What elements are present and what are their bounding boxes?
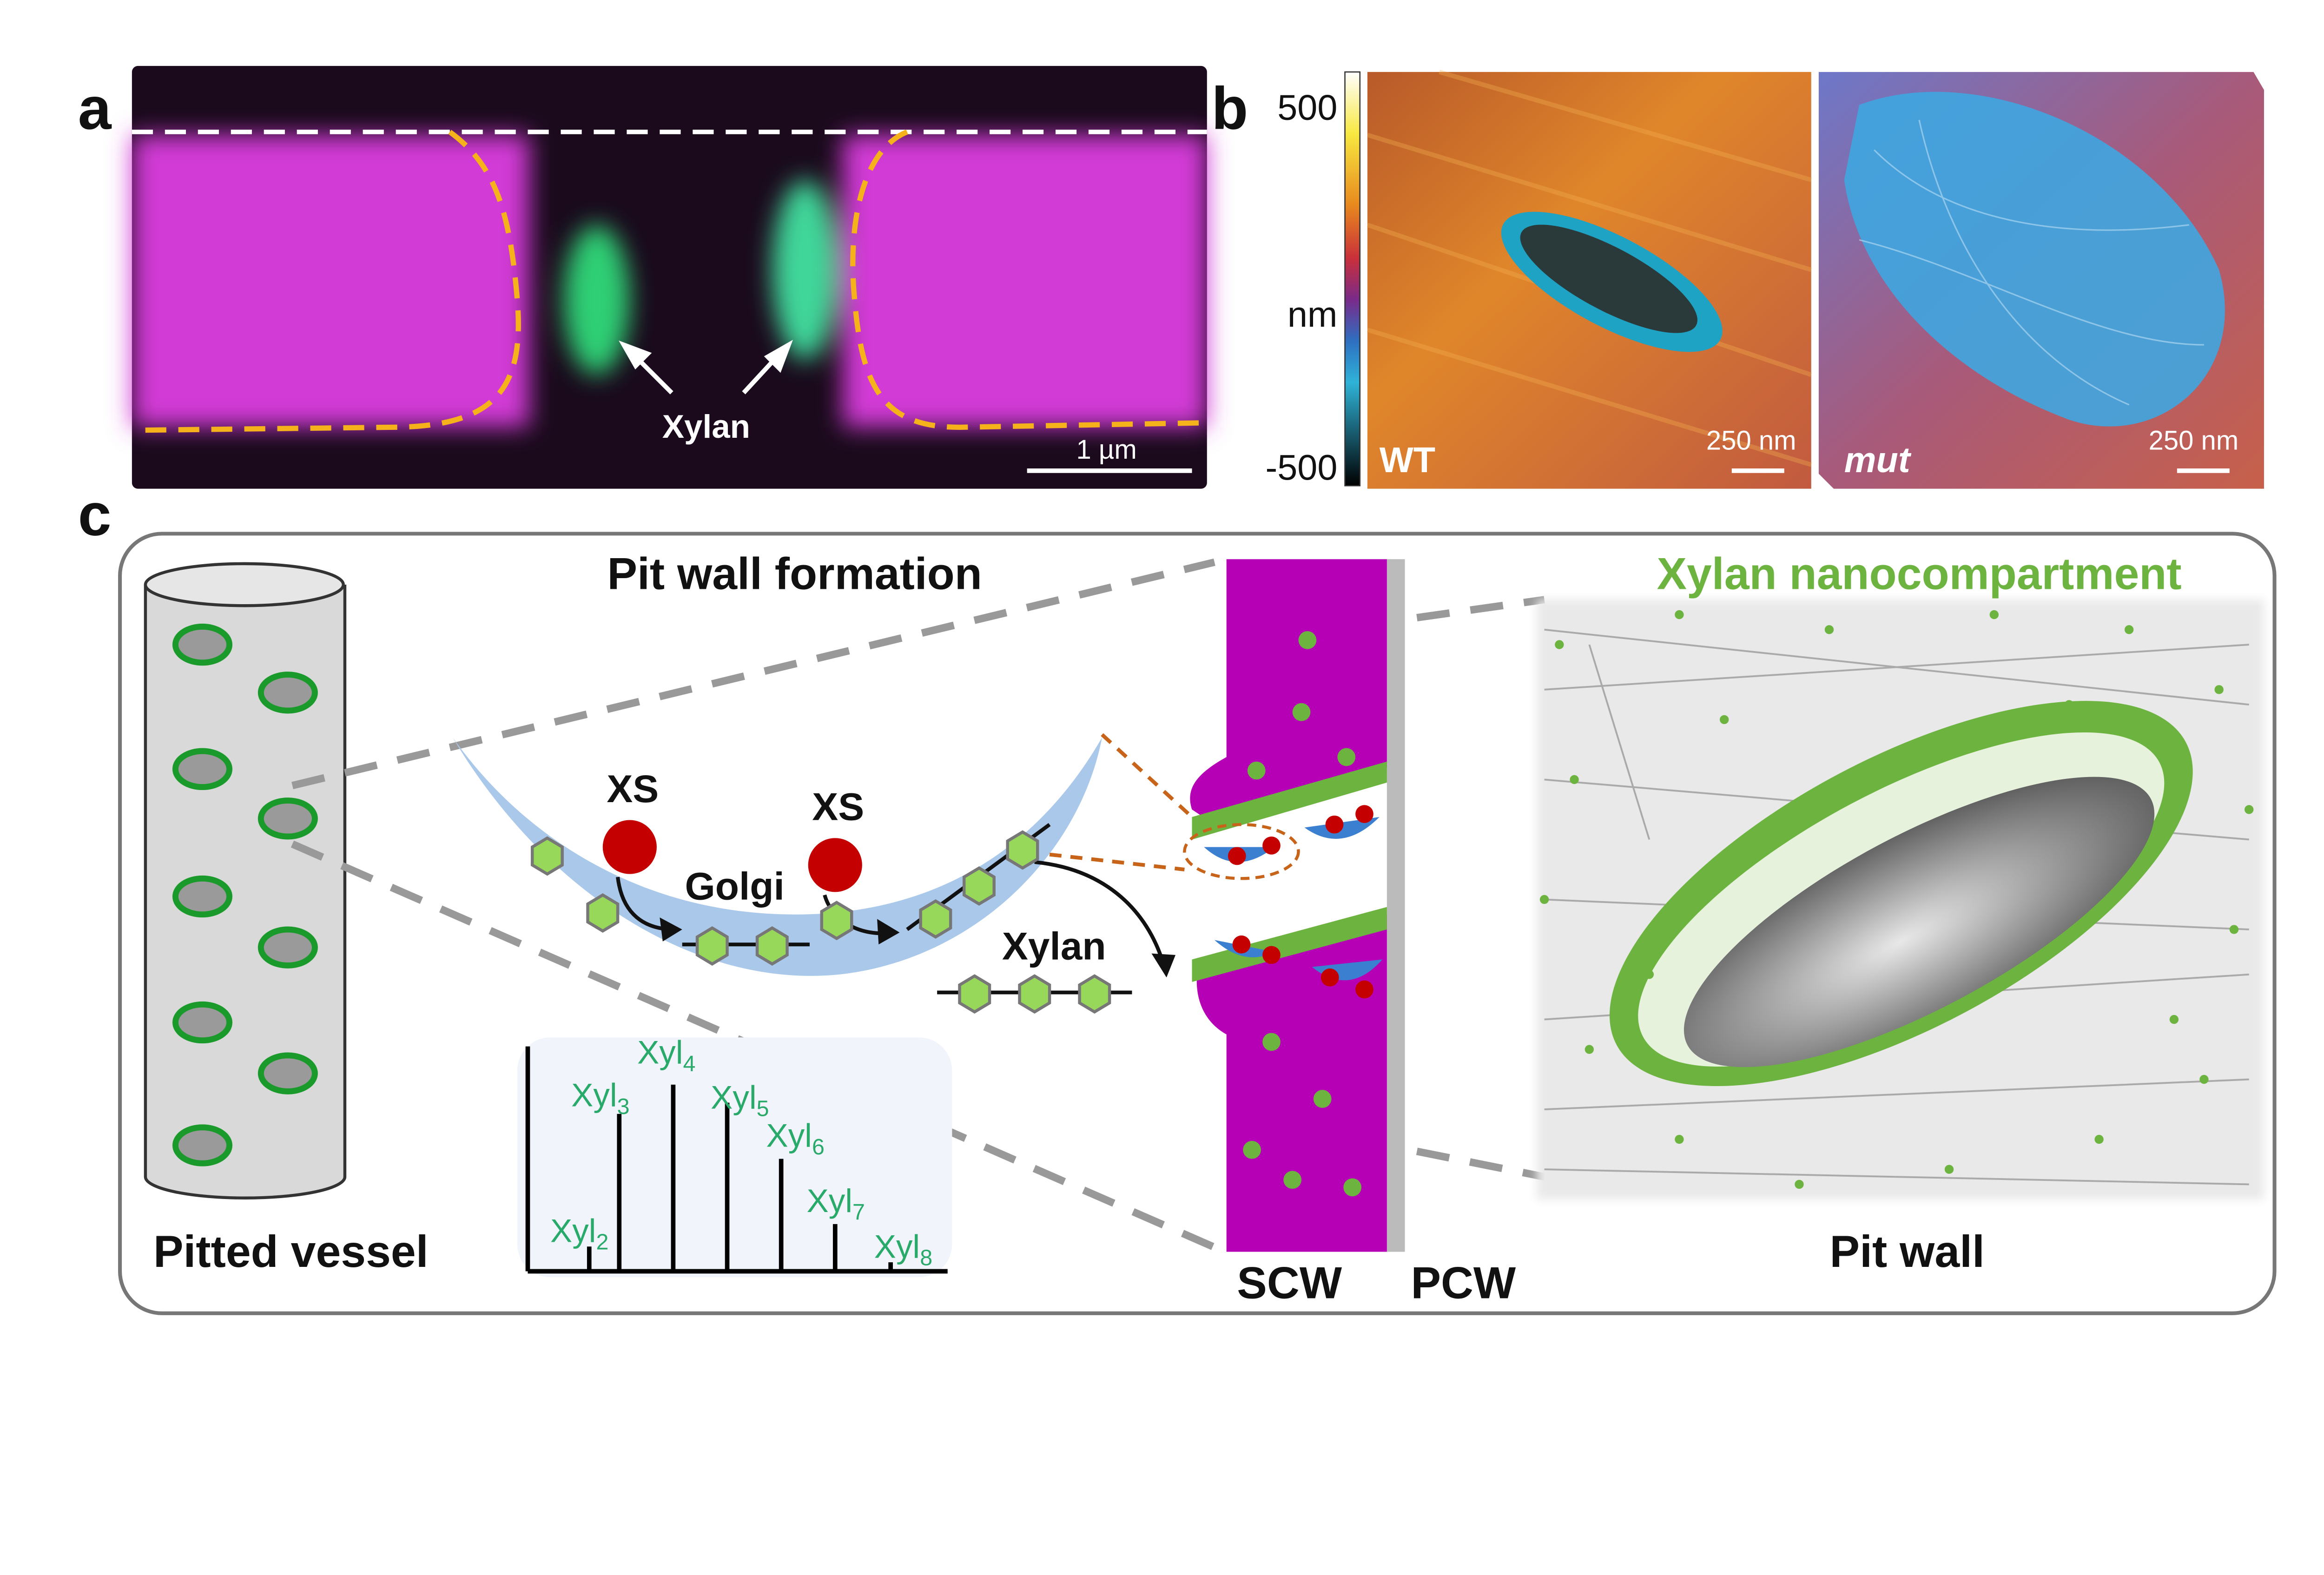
colorbar-unit: nm xyxy=(1287,295,1338,335)
mut-afm-image: mut 250 nm xyxy=(1818,72,2264,489)
pitted-vessel-label: Pitted vessel xyxy=(153,1226,429,1277)
xylan-label: Xylan xyxy=(662,409,750,445)
panel-b-letter: b xyxy=(1211,75,1248,142)
colorbar-min: -500 xyxy=(1265,448,1337,488)
figure: a Xylan 1 µm b 500 nm -500 WT 250 xyxy=(78,66,2277,1315)
arrow-icons xyxy=(619,340,793,395)
right-wall-outline xyxy=(850,129,1207,430)
wt-label: WT xyxy=(1380,440,1435,480)
golgi-label: Golgi xyxy=(685,864,785,908)
panel-a-image: Xylan 1 µm xyxy=(132,66,1207,489)
scw-label: SCW xyxy=(1237,1258,1342,1308)
height-colorbar xyxy=(1344,71,1361,487)
xs-label-1: XS xyxy=(607,767,659,811)
pcw-label: PCW xyxy=(1411,1258,1516,1308)
mut-label: mut xyxy=(1844,440,1912,480)
peak-label: Xyl2 xyxy=(550,1213,608,1255)
xs-label-2: XS xyxy=(812,785,864,829)
panel-c-letter: c xyxy=(78,481,112,548)
mut-scale-label: 250 nm xyxy=(2149,426,2239,456)
panel-a-letter: a xyxy=(78,75,112,142)
colorbar-max: 500 xyxy=(1277,88,1337,128)
xs-enzyme-1 xyxy=(602,820,657,874)
spectrum-inset xyxy=(517,1037,952,1278)
peak-label: Xyl8 xyxy=(874,1228,932,1270)
nanocompartment-title: Xylan nanocompartment xyxy=(1657,548,2181,599)
wt-scale-label: 250 nm xyxy=(1706,426,1796,456)
pitted-vessel xyxy=(144,562,347,1199)
scale-bar-label: 1 µm xyxy=(1076,435,1137,465)
pit-wall-label: Pit wall xyxy=(1830,1226,1985,1277)
wt-afm-image: WT 250 nm xyxy=(1367,70,1812,489)
xylan-chain-label: Xylan xyxy=(1002,924,1106,968)
arrowheads xyxy=(660,917,1176,978)
xs-enzyme-2 xyxy=(808,838,862,892)
pcw-layer xyxy=(1386,559,1405,1252)
pit-wall-illustration xyxy=(1537,600,2264,1199)
left-wall-outline xyxy=(135,130,521,433)
pit-wall-formation-title: Pit wall formation xyxy=(607,548,982,599)
cell-wall-section xyxy=(1049,559,1405,1252)
xylose-units xyxy=(530,830,1111,1014)
